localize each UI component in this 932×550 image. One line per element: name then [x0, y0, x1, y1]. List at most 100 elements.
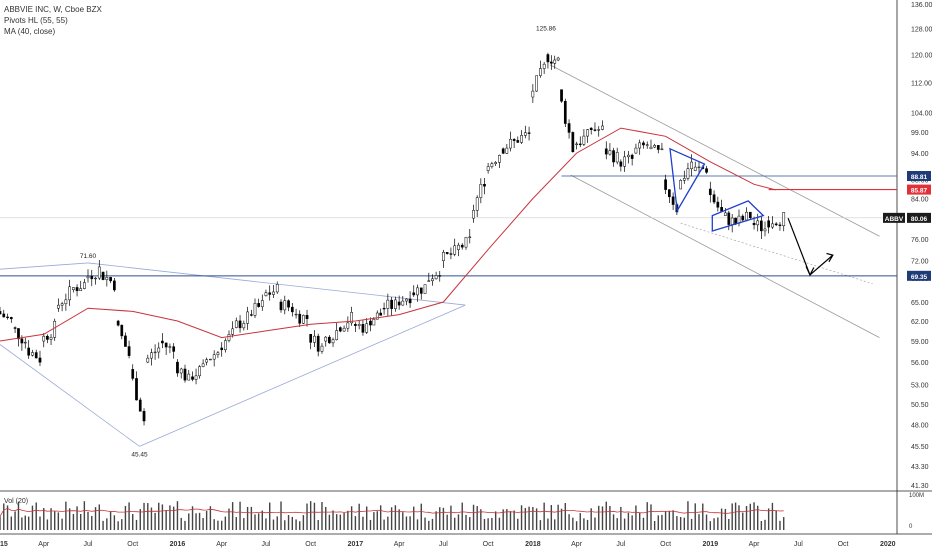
y-tick-label: 41.30	[911, 483, 929, 490]
candle-body	[542, 63, 546, 69]
volume-bar	[165, 510, 167, 530]
volume-bar	[420, 503, 422, 530]
indicator-ma[interactable]: MA (40, close)	[4, 27, 56, 36]
candle-body	[546, 54, 550, 63]
candle-body	[68, 286, 71, 301]
candle-body	[752, 222, 756, 226]
ma-40-line	[0, 127, 776, 342]
volume-bar	[228, 508, 230, 530]
candle-body	[6, 316, 9, 319]
volume-bar	[502, 509, 504, 530]
volume-bar	[627, 512, 630, 530]
volume-bar	[50, 508, 52, 530]
candle-body	[279, 301, 283, 311]
candle-body	[305, 315, 309, 319]
volume-ma-line	[0, 507, 784, 517]
candle-body	[682, 178, 686, 181]
y-tick-label: 65.00	[911, 300, 929, 307]
candle-body	[34, 352, 38, 359]
volume-bar	[154, 512, 156, 530]
volume-bar	[169, 505, 171, 530]
candle-body	[693, 166, 697, 171]
volume-bar	[532, 506, 534, 530]
volume-bar	[409, 516, 411, 530]
volume-bar	[317, 520, 319, 530]
volume-label: Vol (20)	[4, 498, 28, 505]
candle-body	[771, 223, 774, 228]
y-tick-label: 76.00	[911, 237, 929, 244]
candle-body	[774, 223, 778, 226]
candle-body	[782, 212, 786, 227]
x-tick-label: Oct	[660, 541, 671, 548]
volume-bar	[424, 517, 426, 530]
volume-bar	[147, 503, 149, 530]
x-tick-label: 2018	[525, 541, 541, 548]
chart-patterns	[669, 147, 834, 277]
volume-bar	[520, 505, 523, 530]
volume-bar	[180, 517, 182, 530]
candle-body	[46, 335, 49, 340]
volume-bar	[209, 506, 212, 530]
indicator-pivots[interactable]: Pivots HL (55, 55)	[4, 16, 68, 25]
volume-bar	[10, 516, 13, 530]
candle-body	[397, 301, 401, 306]
candle-body	[634, 147, 638, 154]
candle-body	[379, 312, 383, 316]
volume-bar	[224, 516, 227, 530]
volume-bar	[550, 505, 553, 530]
candle-body	[553, 59, 557, 64]
candle-body	[708, 188, 712, 195]
volume-bar	[657, 515, 659, 530]
candle-body	[686, 168, 690, 179]
price-axis[interactable]: 136.00 128.00 120.00 112.00 104.00 99.00 94.00…	[911, 2, 932, 490]
time-axis[interactable]: 2015 Apr Jul Oct 2016 Apr Jul Oct 2017 Apr Jul Oct 2…	[0, 541, 896, 548]
candle-body	[571, 132, 575, 152]
candle-body	[664, 179, 667, 190]
candle-body	[712, 194, 716, 203]
candle-body	[60, 303, 64, 306]
volume-bar	[543, 502, 545, 530]
candle-body	[619, 161, 623, 167]
candle-body	[490, 163, 494, 167]
candle-body	[509, 139, 512, 149]
volume-bar	[398, 509, 400, 530]
candle-body	[0, 311, 2, 315]
candle-body	[227, 334, 231, 341]
volume-bar	[366, 506, 368, 530]
volume-bar	[383, 519, 385, 530]
candle-body	[120, 324, 124, 337]
volume-bar	[284, 520, 286, 530]
y-tick-label: 53.00	[911, 382, 929, 389]
volume-bar	[416, 519, 419, 530]
volume-pane: Vol (20) 100M 0	[0, 493, 924, 530]
volume-bar	[480, 509, 482, 530]
volume-bar	[191, 506, 194, 530]
candle-body	[457, 244, 460, 250]
candle-body	[131, 369, 135, 379]
volume-bar	[87, 511, 89, 530]
candle-body	[539, 68, 542, 76]
volume-bar	[457, 514, 460, 530]
volume-bar	[764, 519, 766, 530]
volume-bar	[24, 515, 26, 530]
candle-body	[31, 352, 34, 356]
candle-body	[90, 276, 94, 280]
candle-body	[575, 143, 578, 145]
volume-bar	[694, 503, 696, 530]
candle-body	[730, 217, 734, 225]
candle-body	[756, 220, 760, 226]
symbol-tag-label: ABBV	[885, 216, 904, 223]
candle-body	[778, 224, 782, 226]
candle-body	[427, 280, 431, 282]
volume-bar	[779, 520, 781, 530]
candle-body	[260, 300, 264, 307]
volume-bar	[683, 517, 685, 530]
volume-bar	[390, 507, 393, 530]
volume-bar	[661, 514, 663, 530]
candle-body	[172, 346, 176, 352]
y-tick-label: 128.00	[911, 26, 932, 33]
volume-bar	[350, 506, 353, 530]
candle-body	[342, 327, 346, 332]
symbol-title[interactable]: ABBVIE INC, W, Cboe BZX	[4, 5, 102, 14]
